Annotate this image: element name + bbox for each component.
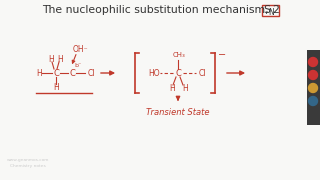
Text: C: C [175,69,181,78]
Text: OH⁻: OH⁻ [72,44,88,53]
Text: Cl: Cl [88,69,95,78]
Bar [262,4,279,15]
Text: HO: HO [148,69,160,78]
Text: H: H [182,84,188,93]
Text: 2: 2 [272,5,279,15]
Text: Transient State: Transient State [146,107,210,116]
Text: H: H [53,82,59,91]
Text: C: C [69,69,75,78]
Text: C: C [53,69,59,78]
Text: Chemistry notes: Chemistry notes [10,164,46,168]
Circle shape [308,57,317,66]
Circle shape [308,96,317,105]
Text: b⁻: b⁻ [74,62,81,68]
Text: H: H [48,55,54,64]
Circle shape [308,84,317,93]
Text: S: S [263,5,270,15]
Text: The nucleophilic substitution mechanism,: The nucleophilic substitution mechanism, [42,5,268,15]
Bar [307,50,320,125]
Text: −: − [218,50,226,60]
Text: N: N [268,8,274,17]
Text: CH₃: CH₃ [172,52,185,58]
Text: www.gnanmos.com: www.gnanmos.com [7,158,49,162]
Text: H: H [57,55,63,64]
Text: Cl: Cl [198,69,206,78]
Text: H: H [36,69,42,78]
Circle shape [308,71,317,80]
Text: H: H [169,84,175,93]
